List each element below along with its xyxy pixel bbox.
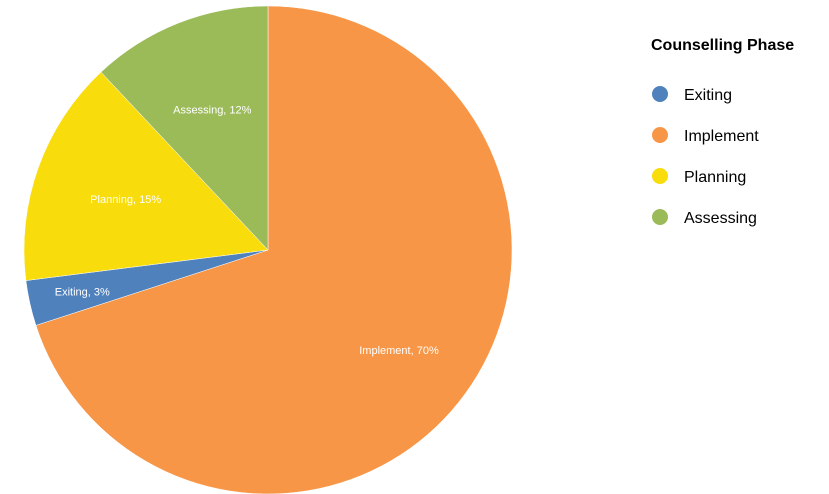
slice-label-planning: Planning, 15%: [90, 194, 161, 206]
legend: Counselling Phase Exiting Implement Planni…: [651, 37, 794, 227]
legend-label-assessing: Assessing: [684, 210, 757, 227]
legend-label-implement: Implement: [684, 128, 759, 145]
slice-label-assessing: Assessing, 12%: [173, 104, 251, 116]
legend-swatch-exiting: [652, 86, 668, 102]
legend-title: Counselling Phase: [651, 37, 794, 54]
legend-swatch-planning: [652, 168, 668, 184]
pie-slices: [24, 6, 512, 494]
legend-label-exiting: Exiting: [684, 87, 732, 104]
slice-label-implement: Implement, 70%: [359, 345, 439, 357]
legend-items: Exiting Implement Planning Assessing: [652, 86, 759, 227]
slice-label-exiting: Exiting, 3%: [55, 287, 110, 299]
legend-label-planning: Planning: [684, 169, 746, 186]
legend-swatch-assessing: [652, 209, 668, 225]
legend-swatch-implement: [652, 127, 668, 143]
